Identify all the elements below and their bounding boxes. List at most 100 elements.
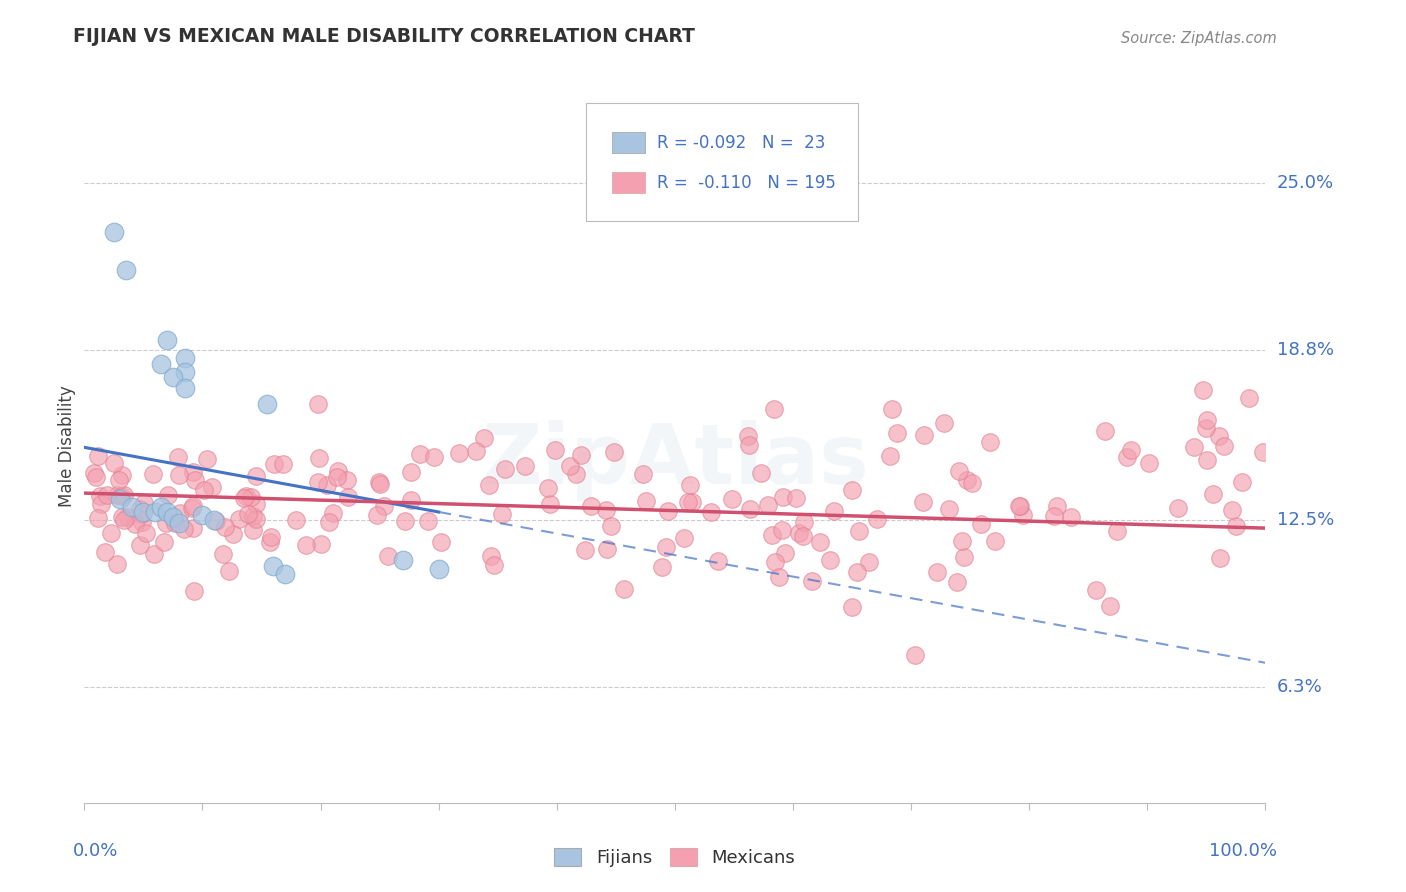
Point [538, 497, 561, 511]
Point [193, 483, 215, 497]
Point [465, 444, 488, 458]
Point [191, 508, 214, 522]
Point [150, 500, 173, 514]
Point [135, 525, 157, 540]
Point [1060, 510, 1083, 524]
Text: 100.0%: 100.0% [1209, 842, 1277, 860]
Point [274, 566, 297, 581]
Point [242, 509, 264, 524]
Point [515, 459, 537, 474]
Point [950, 534, 973, 549]
Point [761, 528, 783, 542]
Point [749, 466, 772, 480]
Point [979, 435, 1001, 450]
Point [845, 566, 868, 580]
Point [479, 549, 502, 563]
Point [368, 477, 391, 491]
Point [970, 517, 993, 532]
Point [738, 501, 761, 516]
Point [167, 516, 190, 530]
Point [181, 466, 204, 480]
Text: 0.0%: 0.0% [73, 842, 118, 860]
Point [1007, 500, 1029, 514]
Point [173, 351, 195, 366]
Text: R =  -0.110   N = 195: R = -0.110 N = 195 [657, 174, 837, 192]
Text: R = -0.092   N =  23: R = -0.092 N = 23 [657, 134, 825, 152]
Point [823, 504, 845, 518]
Point [236, 507, 259, 521]
Point [232, 491, 254, 505]
Point [103, 456, 125, 470]
Point [763, 402, 786, 417]
Point [377, 549, 399, 563]
Point [162, 510, 184, 524]
Point [173, 381, 195, 395]
Point [284, 513, 307, 527]
Point [1094, 424, 1116, 438]
Point [681, 495, 703, 509]
Point [121, 500, 143, 514]
Point [156, 505, 179, 519]
Point [114, 488, 136, 502]
Point [818, 552, 841, 566]
Point [366, 508, 388, 522]
Point [90, 497, 112, 511]
Point [260, 530, 283, 544]
Point [948, 464, 970, 478]
Point [472, 431, 495, 445]
Point [1208, 429, 1230, 443]
Point [707, 554, 730, 568]
Point [399, 466, 422, 480]
Point [200, 480, 222, 494]
Point [108, 473, 131, 487]
Point [1220, 502, 1243, 516]
Point [1213, 439, 1236, 453]
Point [932, 416, 955, 430]
Point [537, 481, 560, 495]
Point [841, 599, 863, 614]
Point [309, 536, 332, 550]
Point [83, 467, 105, 481]
Point [600, 519, 623, 533]
Point [938, 501, 960, 516]
Point [103, 225, 125, 239]
Point [150, 357, 173, 371]
Point [87, 510, 110, 524]
Point [773, 546, 796, 560]
Point [1195, 421, 1218, 435]
Point [574, 543, 596, 558]
Point [596, 541, 619, 556]
Point [124, 516, 146, 531]
Point [1191, 383, 1213, 397]
Point [392, 553, 415, 567]
Point [131, 507, 153, 521]
Point [322, 506, 344, 520]
Point [581, 500, 603, 514]
Point [337, 491, 360, 505]
Point [544, 443, 567, 458]
Point [879, 449, 901, 463]
Point [143, 505, 166, 519]
Point [240, 490, 263, 504]
Point [156, 333, 179, 347]
Point [112, 513, 135, 527]
Point [184, 473, 207, 487]
Point [399, 492, 422, 507]
Point [700, 505, 723, 519]
Legend: Fijians, Mexicans: Fijians, Mexicans [547, 840, 803, 874]
Point [678, 478, 700, 492]
Point [848, 524, 870, 538]
Point [1237, 391, 1260, 405]
Point [1012, 508, 1035, 522]
Point [494, 462, 516, 476]
Point [181, 521, 204, 535]
Point [657, 504, 679, 518]
Point [326, 464, 349, 478]
Point [228, 512, 250, 526]
FancyBboxPatch shape [612, 132, 645, 153]
Point [202, 513, 225, 527]
Point [87, 449, 110, 463]
Point [927, 565, 949, 579]
Point [416, 514, 439, 528]
Point [368, 475, 391, 489]
